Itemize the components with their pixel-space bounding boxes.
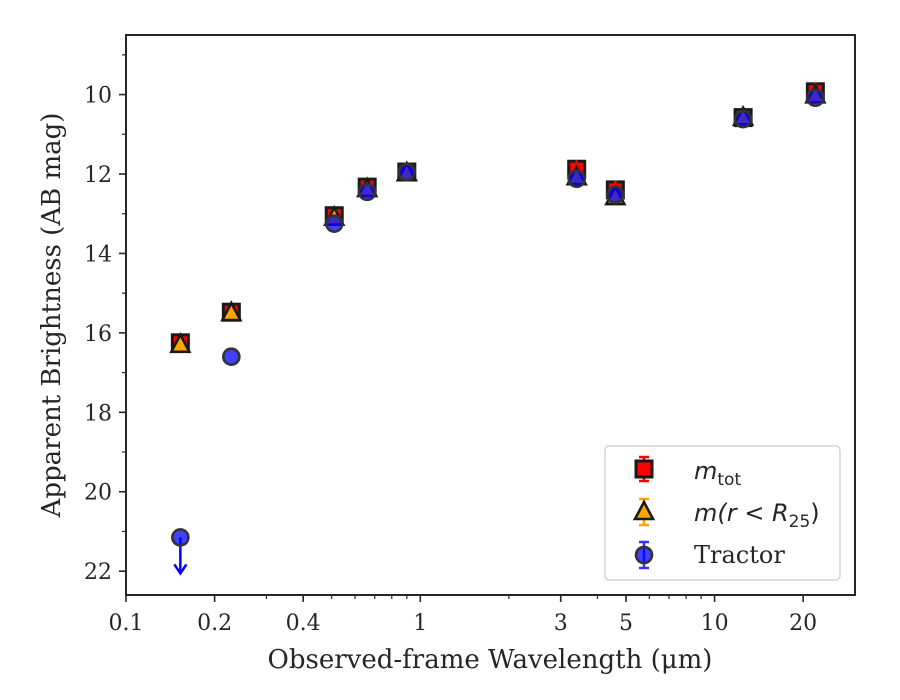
x-tick-label: 10	[701, 611, 729, 636]
point-circle	[357, 182, 377, 202]
legend-frame	[604, 445, 841, 581]
legend-label-tractor: Tractor	[694, 541, 785, 569]
x-tick-label: 3	[554, 611, 568, 636]
y-tick-label: 10	[84, 84, 112, 109]
legend-mtot-sub: tot	[717, 470, 741, 490]
x-tick-label: 5	[619, 611, 633, 636]
legend-mr25-sub: 25	[789, 512, 811, 532]
x-tick-label: 1	[413, 611, 427, 636]
y-tick-label: 20	[84, 481, 112, 506]
point-triangle	[220, 300, 243, 322]
point-circle	[606, 185, 625, 204]
marks-layer	[169, 82, 827, 576]
upper-limit-arrow-head	[173, 563, 188, 576]
point-circle	[567, 169, 587, 189]
y-tick-label: 14	[84, 242, 112, 267]
legend-markers	[632, 455, 656, 570]
y-tick-label: 12	[84, 163, 112, 188]
ticks-layer: 0.1 0.2 0.4 1 3 5 10 20 10 12 14 16 18 20 22	[84, 54, 817, 636]
legend-marker-tractor	[634, 545, 654, 565]
legend-label-mtot: mtot	[694, 457, 741, 490]
y-axis-label: Apparent Brightness (AB mag)	[37, 113, 67, 519]
legend-mr25-main: m(r < R	[694, 499, 789, 527]
point-circle	[806, 88, 825, 108]
x-tick-label: 0.1	[109, 611, 144, 636]
point-triangle	[169, 332, 192, 354]
point-circle	[733, 109, 753, 129]
plot-frame	[125, 34, 856, 596]
legend: mtot m(r < R25) Tractor	[604, 445, 841, 581]
y-tick-label: 22	[84, 560, 112, 585]
x-tick-label: 0.4	[286, 611, 321, 636]
legend-mr25-close: )	[810, 499, 819, 527]
legend-mtot-main: m	[694, 457, 717, 485]
y-tick-label: 18	[84, 401, 112, 426]
x-axis-label: Observed-frame Wavelength (μm)	[268, 645, 713, 675]
point-circle	[324, 214, 344, 233]
point-circle	[222, 347, 241, 367]
legend-marker-mr25	[632, 499, 656, 521]
series-2	[171, 88, 825, 576]
x-tick-label: 0.2	[197, 611, 232, 636]
series-1	[169, 82, 827, 354]
y-tick-label: 16	[84, 322, 112, 347]
legend-marker-mtot	[634, 459, 654, 479]
x-tick-label: 20	[789, 611, 817, 636]
legend-label-mr25: m(r < R25)	[694, 499, 820, 532]
point-circle	[397, 162, 417, 182]
series-0	[170, 82, 825, 353]
point-circle	[171, 528, 190, 547]
